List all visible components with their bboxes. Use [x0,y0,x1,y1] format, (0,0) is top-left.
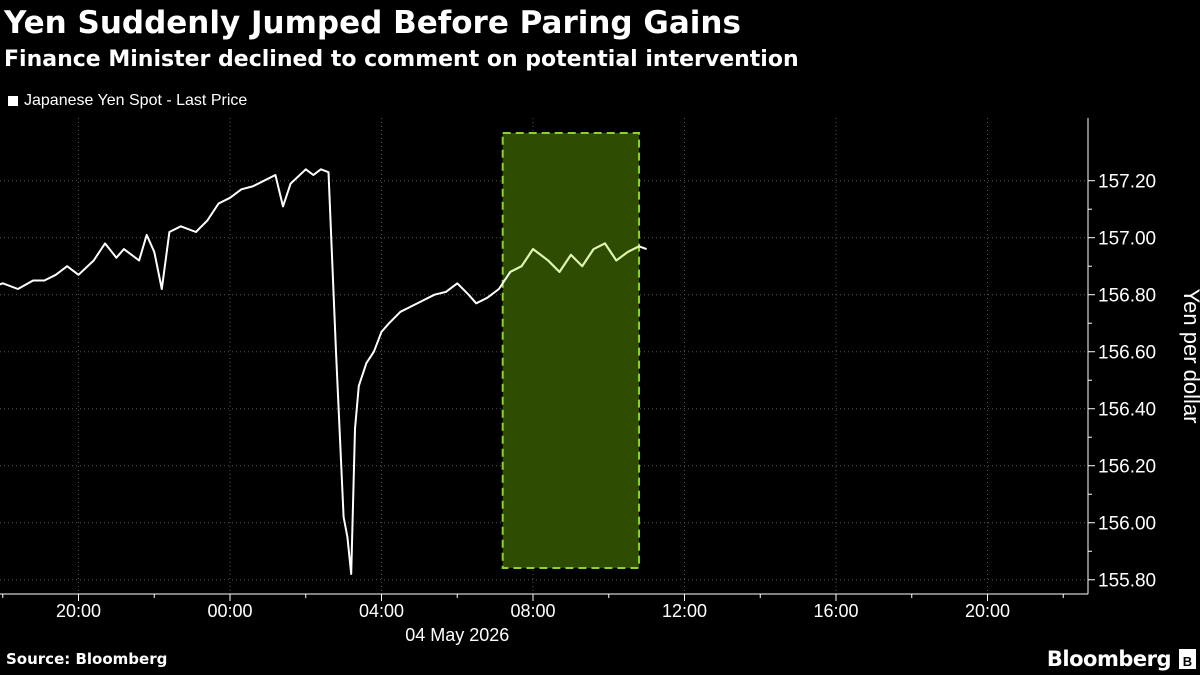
y-tick-label: 156.20 [1098,457,1156,478]
brand-logo: Bloomberg B [1047,646,1196,672]
y-tick-label: 156.60 [1098,343,1156,364]
y-tick-label: 155.80 [1098,571,1156,592]
legend-swatch [8,96,18,106]
x-date-label: 04 May 2026 [405,625,509,645]
legend: Japanese Yen Spot - Last Price [8,90,247,112]
y-tick-label: 156.00 [1098,514,1156,535]
y-axis-label: Yen per dollar [1179,289,1200,424]
source-note: Source: Bloomberg [6,650,168,668]
brand-name: Bloomberg [1046,647,1172,671]
y-tick-label: 156.80 [1098,286,1156,307]
y-tick-label: 157.20 [1098,172,1156,193]
x-tick-label: 08:00 [510,601,555,621]
x-tick-label: 04:00 [359,601,404,621]
x-tick-label: 20:00 [56,601,101,621]
x-tick-label: 20:00 [965,601,1010,621]
chart-subtitle: Finance Minister declined to comment on … [4,47,799,72]
highlight-region [501,132,641,569]
y-tick-label: 156.40 [1098,400,1156,421]
x-tick-label: 16:00 [813,601,858,621]
x-tick-label: 00:00 [207,601,252,621]
series-line [0,168,647,575]
y-tick-label: 157.00 [1098,229,1156,250]
series-line-highlighted [509,242,640,273]
x-tick-label: 12:00 [662,601,707,621]
chart-title: Yen Suddenly Jumped Before Paring Gains [4,5,741,41]
legend-label: Japanese Yen Spot - Last Price [24,92,248,109]
bloomberg-b-icon: B [1179,649,1196,669]
